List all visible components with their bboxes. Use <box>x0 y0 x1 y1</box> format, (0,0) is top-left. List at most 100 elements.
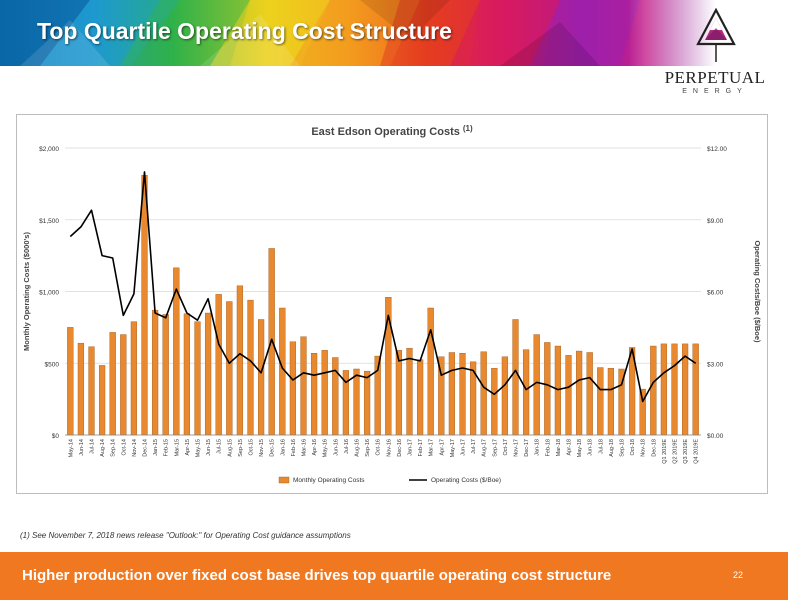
logo-sub: ENERGY <box>682 88 748 95</box>
bar-monthly-operating-costs <box>480 351 487 436</box>
bar-monthly-operating-costs <box>554 345 562 436</box>
x-tick-label: Nov-14 <box>132 439 138 457</box>
bar-monthly-operating-costs <box>332 357 339 436</box>
bar-monthly-operating-costs <box>565 355 572 436</box>
bar-monthly-operating-costs <box>406 347 413 436</box>
x-tick-label: Sep-16 <box>365 439 371 457</box>
line-operating-costs-per-boe <box>69 171 697 403</box>
x-tick-label: Jan-16 <box>280 439 286 456</box>
x-tick-label: Mar-18 <box>556 439 562 456</box>
x-tick-label: Nov-16 <box>386 439 392 457</box>
chart-frame: East Edson Operating Costs (1) $0 $500 $1,00… <box>16 114 768 494</box>
x-tick-label: Dec-16 <box>397 439 403 457</box>
x-tick-label: Jun-16 <box>333 439 339 456</box>
bar-monthly-operating-costs <box>586 352 593 436</box>
triangle-logo-icon <box>696 8 736 62</box>
y-right-tick-label: $9.00 <box>707 218 724 225</box>
x-tick-label: Apr-18 <box>567 439 573 456</box>
bar-monthly-operating-costs <box>512 319 519 436</box>
x-tick-label: Jun-15 <box>206 439 212 456</box>
x-tick-label: Apr-15 <box>185 439 191 456</box>
x-tick-label: Jan-17 <box>408 439 414 456</box>
bar-monthly-operating-costs <box>427 307 434 436</box>
x-tick-label: Sep-15 <box>238 439 244 457</box>
bar-monthly-operating-costs <box>575 350 583 436</box>
bar-monthly-operating-costs <box>247 299 254 436</box>
x-tick-label: Aug-16 <box>355 439 361 457</box>
bar-monthly-operating-costs <box>597 367 604 436</box>
x-tick-label: May-14 <box>68 439 74 457</box>
legend-swatch-bars <box>278 476 290 484</box>
bar-monthly-operating-costs <box>194 321 201 436</box>
y-right-tick-label: $3.00 <box>707 361 724 368</box>
x-tick-label: Jul-18 <box>598 439 604 454</box>
chart-title-text: East Edson Operating Costs <box>311 126 460 138</box>
bar-monthly-operating-costs <box>607 368 615 436</box>
bar-monthly-operating-costs <box>491 368 498 436</box>
bar-monthly-operating-costs <box>363 370 371 436</box>
x-tick-label: Jun-17 <box>461 439 467 456</box>
bar-monthly-operating-costs <box>257 319 265 436</box>
y-right-tick-label: $0.00 <box>707 433 724 440</box>
banner-fade <box>628 0 788 66</box>
bar-monthly-operating-costs <box>522 349 530 436</box>
x-tick-label: Feb-16 <box>291 439 297 456</box>
bar-monthly-operating-costs <box>300 336 307 436</box>
x-tick-label: May-15 <box>196 439 202 457</box>
x-tick-label: Mar-17 <box>429 439 435 456</box>
x-tick-label: Oct-14 <box>121 439 127 456</box>
slide-title: Top Quartile Operating Cost Structure <box>37 18 452 44</box>
x-tick-label: Nov-17 <box>514 439 520 457</box>
x-tick-label: Feb-15 <box>164 439 170 456</box>
bar-monthly-operating-costs <box>120 334 127 436</box>
bar-monthly-operating-costs <box>395 350 403 436</box>
x-tick-label: Dec-17 <box>524 439 530 457</box>
x-tick-label: Oct-16 <box>376 439 382 456</box>
footer-bar: Higher production over fixed cost base d… <box>0 552 788 600</box>
x-tick-label: Feb-17 <box>418 439 424 456</box>
x-tick-label: Jul-15 <box>217 439 223 454</box>
y-left-axis-title: Monthly Operating Costs ($000's) <box>22 232 31 351</box>
bar-monthly-operating-costs <box>533 334 540 436</box>
x-tick-label: Sep-18 <box>620 439 626 457</box>
bar-monthly-operating-costs <box>183 313 191 436</box>
x-tick-label: Sep-17 <box>492 439 498 457</box>
x-tick-label: Jan-18 <box>535 439 541 456</box>
bar-monthly-operating-costs <box>639 388 646 436</box>
x-tick-label: Q2 2019E <box>673 439 679 464</box>
y-right-tick-label: $12.00 <box>707 146 727 153</box>
x-tick-label: Oct-18 <box>630 439 636 456</box>
bar-monthly-operating-costs <box>353 368 360 436</box>
x-tick-label: Jan-15 <box>153 439 159 456</box>
bar-monthly-operating-costs <box>660 343 668 436</box>
bar-monthly-operating-costs <box>236 285 244 436</box>
header-banner: Top Quartile Operating Cost Structure <box>0 0 788 66</box>
company-logo: PERPETUAL ENERGY <box>660 6 770 98</box>
x-tick-label: Q1 2019E <box>662 439 668 464</box>
x-tick-label: Jun-18 <box>588 439 594 456</box>
x-tick-label: Aug-15 <box>227 439 233 457</box>
y-right-axis-title: Operating Costs/Boe ($/Boe) <box>753 240 762 343</box>
y-left-tick-label: $0 <box>52 433 60 440</box>
legend-label-bars: Monthly Operating Costs <box>293 477 365 484</box>
bar-monthly-operating-costs <box>289 341 297 436</box>
bar-monthly-operating-costs <box>67 327 74 436</box>
bar-monthly-operating-costs <box>416 359 424 436</box>
x-tick-label: Jul-16 <box>344 439 350 454</box>
bar-monthly-operating-costs <box>692 343 699 436</box>
x-tick-label: Aug-14 <box>100 439 106 457</box>
bar-monthly-operating-costs <box>226 301 233 436</box>
logo-name: PERPETUAL <box>664 68 766 87</box>
bar-monthly-operating-costs <box>141 175 148 436</box>
y-left-tick-label: $1,000 <box>39 290 59 297</box>
bar-monthly-operating-costs <box>321 350 328 436</box>
x-tick-label: May-16 <box>323 439 329 457</box>
x-tick-label: Jun-14 <box>79 439 85 456</box>
x-tick-label: Aug-18 <box>609 439 615 457</box>
legend-label-line: Operating Costs ($/Boe) <box>431 477 501 484</box>
bar-monthly-operating-costs <box>650 345 657 436</box>
x-tick-label: May-17 <box>450 439 456 457</box>
bar-monthly-operating-costs <box>544 342 551 436</box>
bar-monthly-operating-costs <box>215 294 222 436</box>
x-tick-label: Mar-16 <box>302 439 308 456</box>
